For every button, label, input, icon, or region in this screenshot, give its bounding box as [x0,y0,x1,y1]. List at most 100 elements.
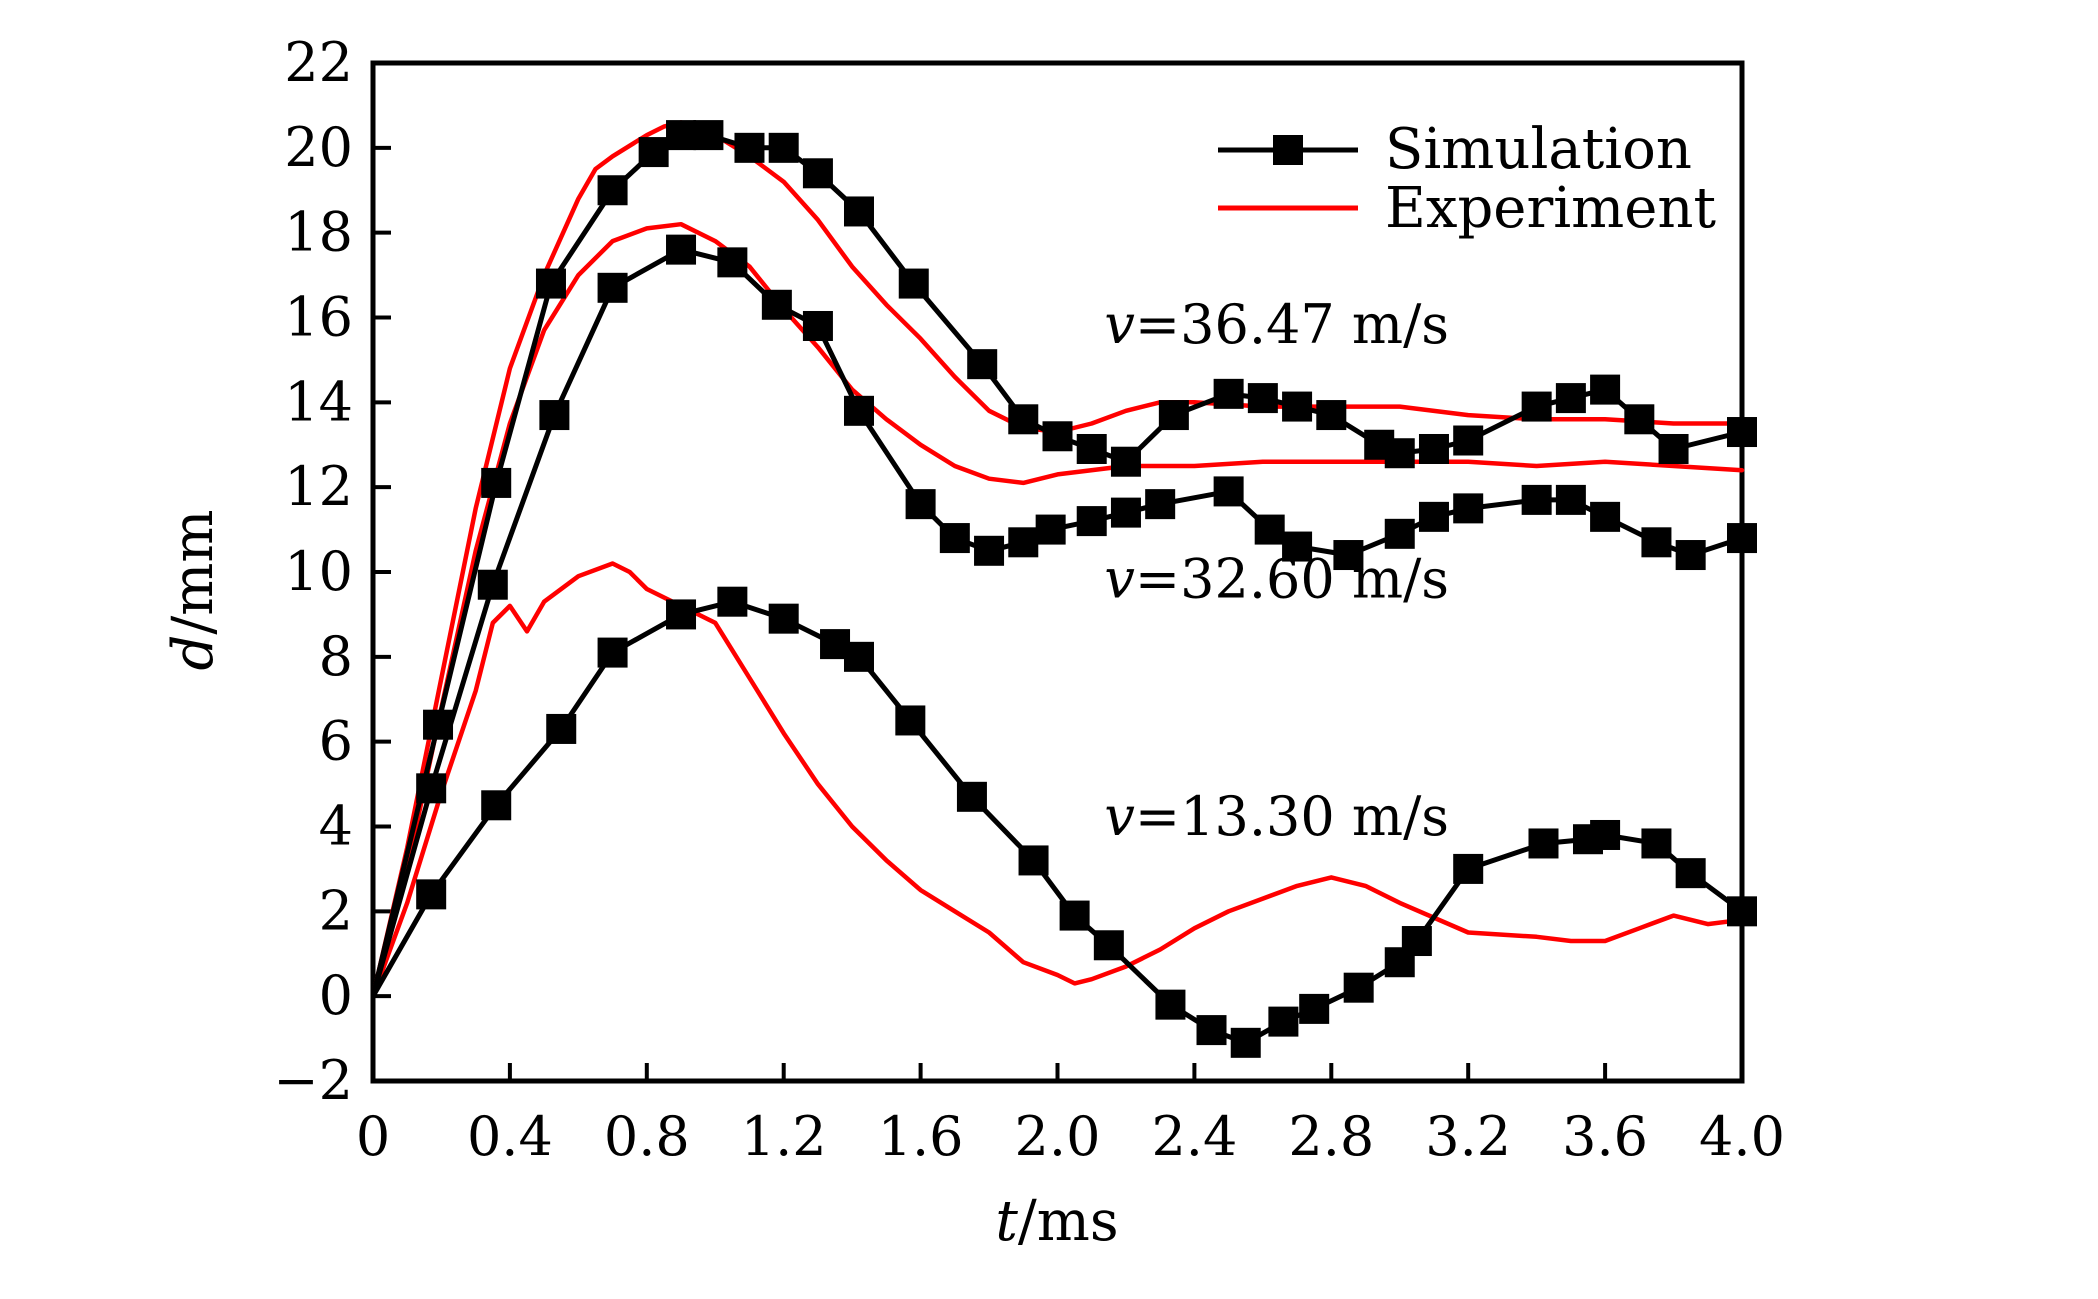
simulation-marker [477,569,508,600]
simulation-marker [1590,374,1621,405]
simulation-marker [1158,400,1189,431]
simulation-marker [1384,518,1415,549]
simulation-marker [1254,514,1285,545]
simulation-marker [1453,425,1484,456]
simulation-series-3647 [370,120,1757,999]
simulation-marker [1401,926,1432,957]
simulation-marker [1384,438,1415,469]
velocity-annotation: v=36.47 m/s [1104,293,1449,356]
x-axis-label: t/ms [995,1189,1118,1254]
experiment-line-3260 [370,221,1745,999]
simulation-marker [1035,514,1066,545]
y-tick-label: 12 [284,455,353,518]
annotations: v=36.47 m/s v=32.60 m/s v=13.30 m/s [1104,293,1449,848]
simulation-marker [1282,531,1313,562]
simulation-marker [905,489,936,520]
y-tick-label: −2 [273,1049,353,1112]
simulation-marker [666,120,697,151]
simulation-marker [666,599,697,630]
simulation-marker [597,272,628,303]
x-tick-label: 0 [356,1105,390,1168]
simulation-marker [1658,433,1689,464]
simulation-marker [1282,391,1313,422]
simulation-marker [1624,404,1655,435]
simulation-marker [1675,858,1706,889]
y-tick-label: 6 [319,710,353,773]
simulation-marker [843,641,874,672]
simulation-marker [1528,828,1559,859]
simulation-marker [734,132,765,163]
simulation-marker [768,132,799,163]
y-tick-label: 18 [284,201,353,264]
experiment-series-1330 [370,561,1745,999]
y-axis: −2 0 2 4 6 8 10 12 14 16 18 20 22 [273,31,391,1112]
simulation-marker [1453,493,1484,524]
simulation-marker [666,234,697,265]
y-tick-label: 10 [284,540,353,603]
simulation-marker [1727,523,1757,554]
simulation-marker [974,535,1005,566]
simulation-marker [1727,417,1757,448]
simulation-marker [1268,1006,1299,1037]
x-tick-label: 2.8 [1288,1105,1374,1168]
x-tick-label: 2.0 [1015,1105,1101,1168]
x-tick-label: 1.2 [741,1105,827,1168]
x-tick-label: 4.0 [1699,1105,1785,1168]
simulation-marker [1555,383,1586,414]
x-tick-label: 2.4 [1151,1105,1237,1168]
simulation-marker [1008,404,1039,435]
simulation-marker [1641,828,1672,859]
simulation-marker [416,773,447,804]
simulation-marker [1521,391,1552,422]
y-tick-label: 8 [319,625,353,688]
simulation-marker [1521,484,1552,515]
simulation-marker [956,781,987,812]
simulation-marker [535,268,566,299]
simulation-marker [1675,540,1706,571]
x-tick-label: 3.6 [1562,1105,1648,1168]
simulation-marker [1093,930,1124,961]
y-tick-label: 20 [284,116,353,179]
simulation-marker [481,790,512,821]
legend: Simulation Experiment [1218,117,1716,241]
simulation-marker [1145,489,1176,520]
simulation-marker [1299,993,1330,1024]
y-axis-label: d/mm [161,510,226,671]
x-axis: 0 0.4 0.8 1.2 1.6 2.0 2.4 2.8 3.2 3.6 4.0 [356,1063,1785,1168]
simulation-marker [895,705,926,736]
x-tick-label: 0.4 [467,1105,553,1168]
simulation-marker [1453,853,1484,884]
simulation-marker [761,289,792,320]
simulation-marker [416,879,447,910]
legend-simulation-marker [1273,135,1303,165]
simulation-marker [802,310,833,341]
simulation-marker [1076,506,1107,537]
simulation-line-3647 [370,132,1745,999]
simulation-marker [597,175,628,206]
simulation-marker [1418,501,1449,532]
simulation-marker [802,158,833,189]
simulation-marker [939,523,970,554]
simulation-marker [1316,400,1347,431]
y-tick-label: 16 [284,286,353,349]
simulation-marker [546,713,577,744]
simulation-marker [1076,433,1107,464]
experiment-series-3647 [370,120,1745,999]
experiment-line-3647 [370,120,1745,999]
y-tick-label: 0 [319,964,353,1027]
simulation-line-3260 [370,247,1745,999]
velocity-annotation: v=32.60 m/s [1104,547,1449,610]
y-tick-label: 2 [319,879,353,942]
y-tick-label: 4 [319,795,353,858]
x-tick-label: 0.8 [604,1105,690,1168]
simulation-marker [717,247,748,278]
simulation-series-1330 [370,586,1757,1058]
y-tick-label: 22 [284,31,353,94]
simulation-marker [1727,896,1757,927]
simulation-series-3260 [370,234,1757,999]
velocity-annotation: v=13.30 m/s [1104,785,1449,848]
simulation-marker [1230,1027,1261,1058]
simulation-marker [1247,383,1278,414]
simulation-marker [1110,446,1141,477]
